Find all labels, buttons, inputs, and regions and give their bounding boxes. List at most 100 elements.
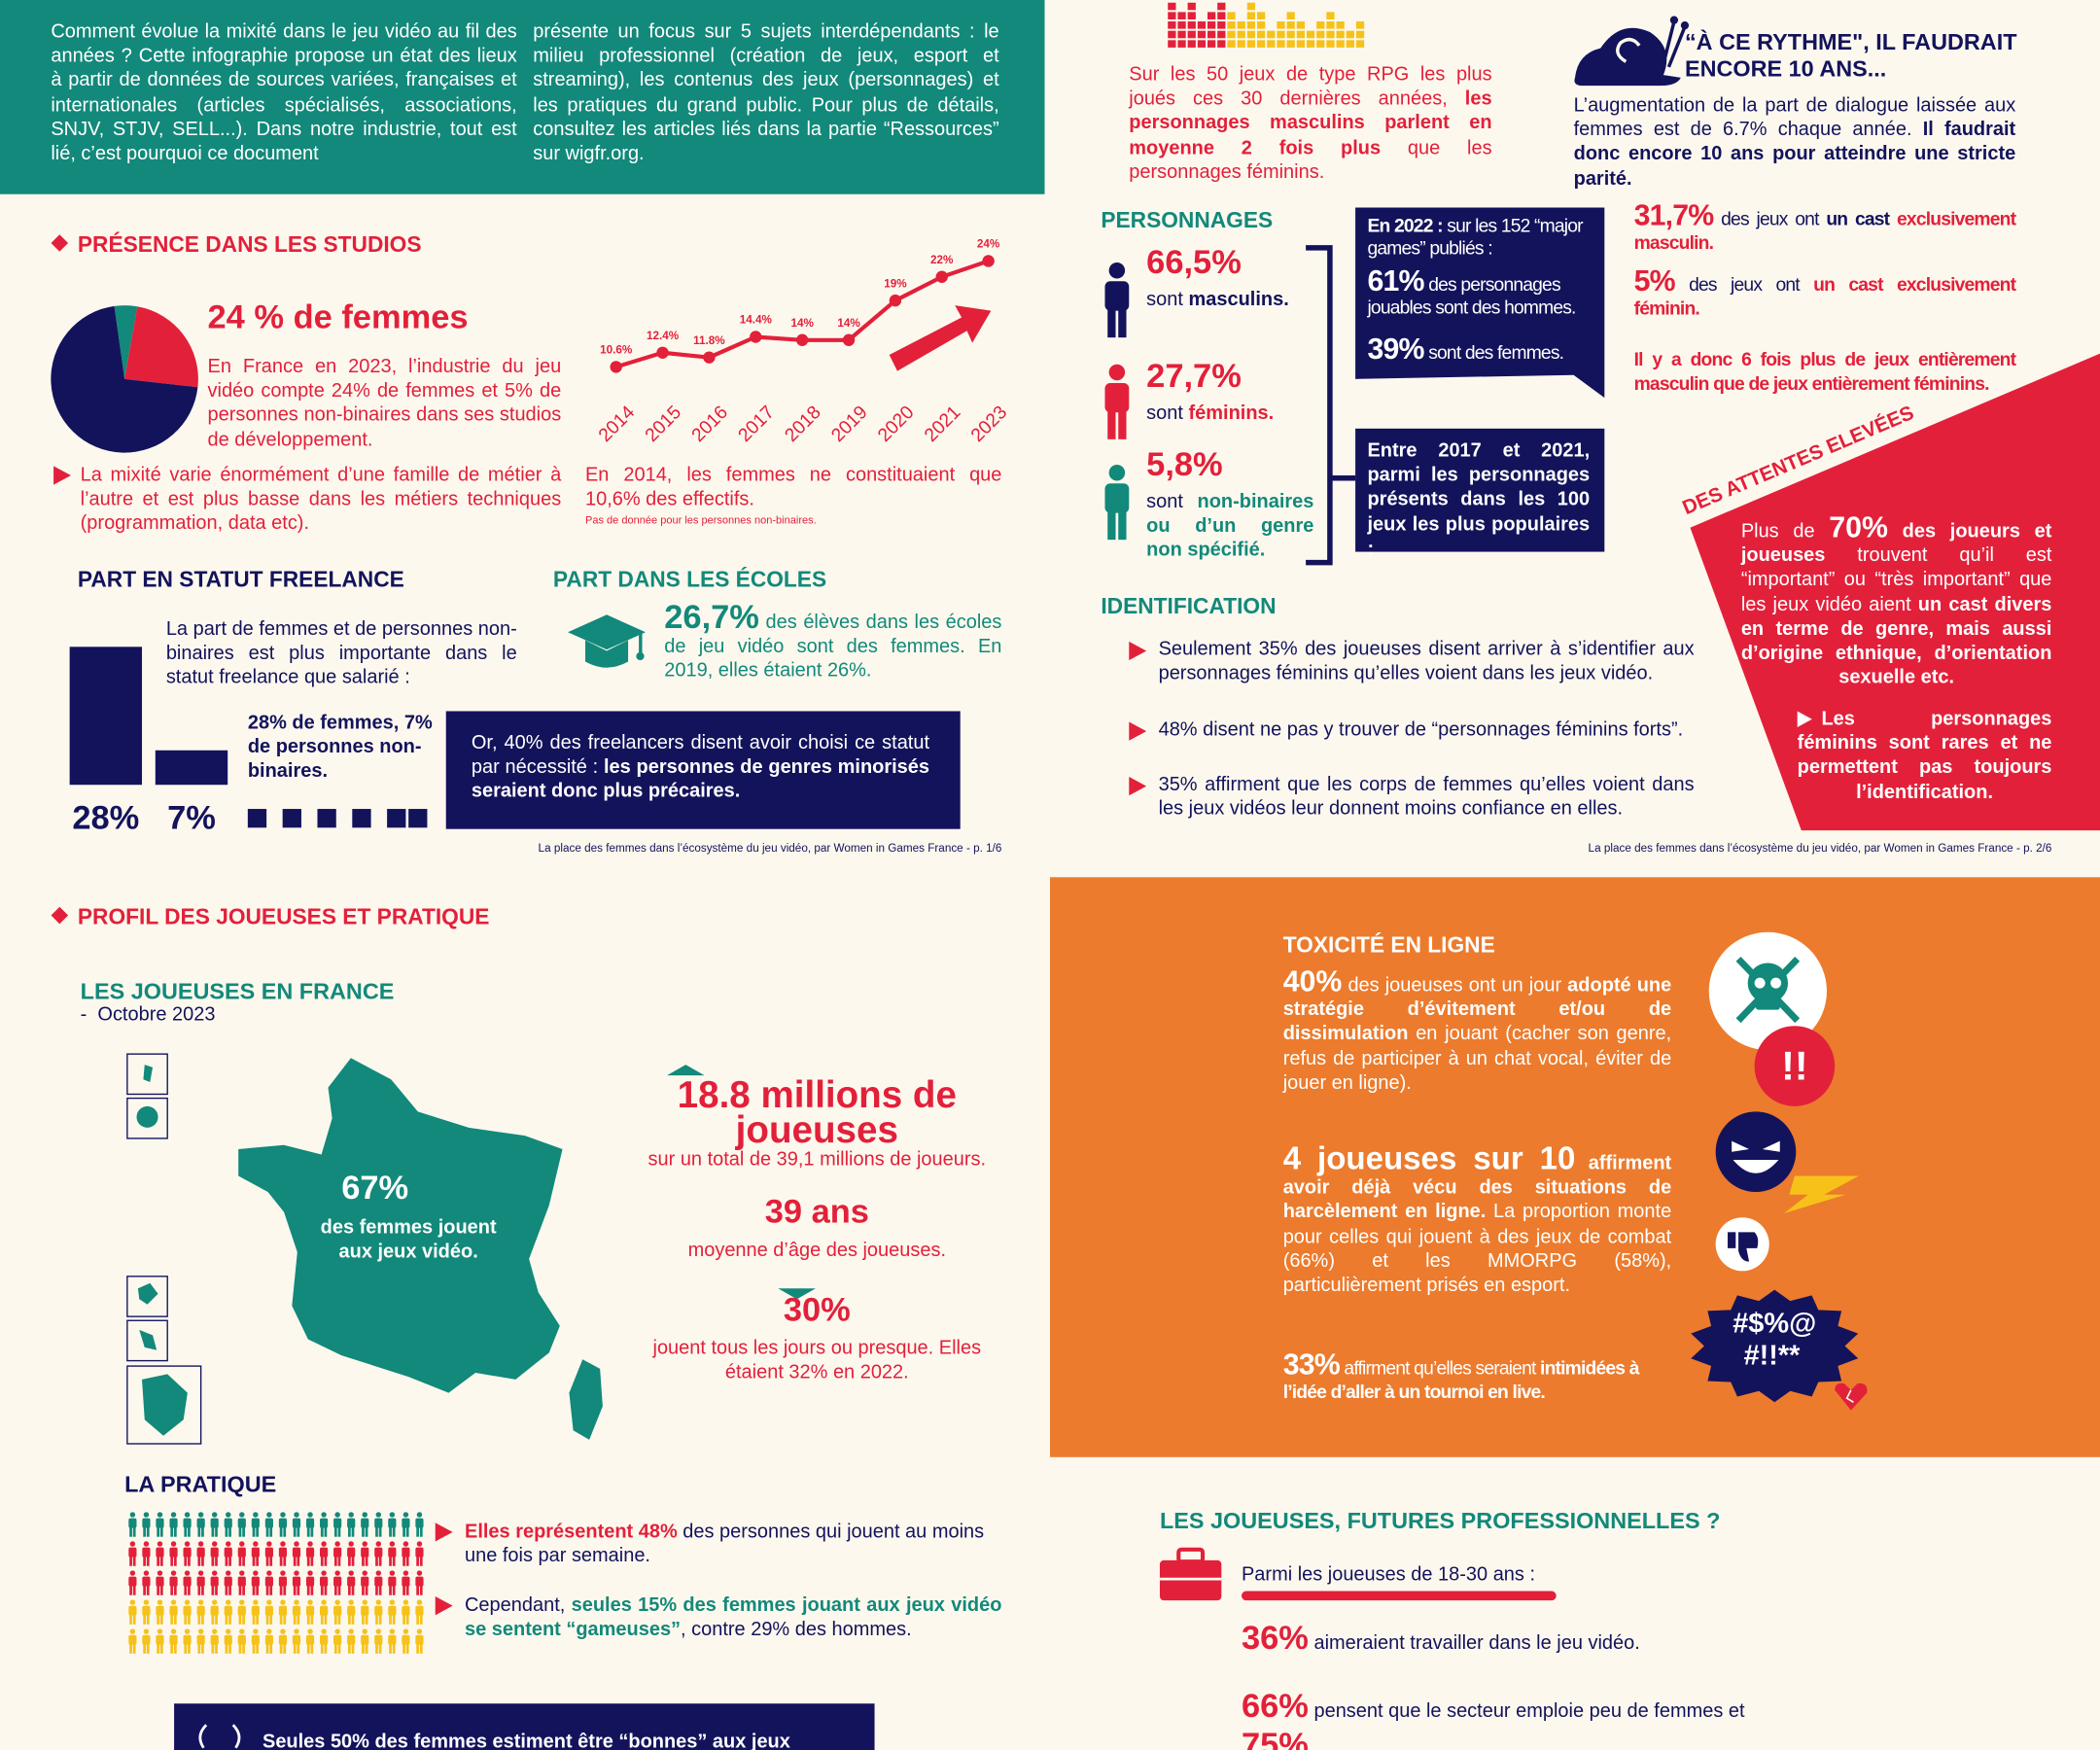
person-leg	[337, 1614, 341, 1625]
bullet-text: Elles représentent 48% des personnes qui…	[465, 1521, 1001, 1569]
person-head	[321, 1628, 327, 1634]
popular-games-box	[1355, 428, 1605, 552]
person-head	[321, 1541, 327, 1547]
person-head	[129, 1570, 136, 1576]
person-head	[253, 1628, 259, 1634]
person-leg	[416, 1556, 419, 1566]
text-run: trouvent qu’il est “important” ou “très …	[1740, 544, 2052, 616]
value-label: 12.4%	[647, 330, 680, 342]
point	[656, 346, 669, 359]
alert-text: !!	[1781, 1043, 1808, 1088]
person-body	[402, 1634, 410, 1645]
eq-block	[1277, 30, 1285, 39]
eq-block	[1177, 12, 1186, 19]
box-text: Entre 2017 et 2021, parmi les personnage…	[1367, 440, 1591, 560]
person-leg	[197, 1643, 201, 1654]
text-run: les personnes de genres minorisés seraie…	[471, 756, 929, 803]
person-leg	[320, 1585, 324, 1595]
person-leg	[215, 1585, 218, 1595]
person-leg	[173, 1526, 177, 1537]
briefcase	[1159, 1547, 1222, 1601]
value-label: 14%	[837, 317, 860, 330]
person-leg	[337, 1526, 341, 1537]
date: - Octobre 2023	[80, 1004, 216, 1027]
person-body	[347, 1518, 356, 1528]
eq-block	[1177, 40, 1186, 48]
skull	[1735, 956, 1801, 1024]
person-leg	[1107, 307, 1116, 338]
intro: Parmi les joueuses de 18-30 ans :	[1241, 1563, 1536, 1587]
person-leg	[256, 1585, 260, 1595]
person-leg	[211, 1585, 215, 1595]
shape	[1747, 962, 1789, 1003]
person-head	[348, 1570, 354, 1576]
person-body	[333, 1634, 342, 1645]
person-head	[197, 1570, 204, 1576]
value-label: 10.6%	[600, 344, 633, 357]
person-body	[237, 1605, 246, 1616]
text-run: pensent que le secteur emploie peu de fe…	[1313, 1700, 1745, 1723]
intro-col: Comment évolue la mixité dans le jeu vid…	[51, 21, 517, 165]
person-head	[280, 1628, 286, 1634]
eq-block	[1267, 30, 1276, 39]
person-leg	[351, 1643, 355, 1654]
person-leg	[132, 1556, 136, 1566]
person-leg	[225, 1585, 228, 1595]
person-body	[292, 1518, 301, 1528]
person-body	[320, 1547, 329, 1558]
person-leg	[310, 1585, 314, 1595]
alert-badge	[1754, 1026, 1836, 1106]
person-leg	[188, 1614, 191, 1625]
person-body	[361, 1605, 369, 1616]
laurel	[198, 1724, 241, 1749]
person-head	[375, 1570, 382, 1576]
eq-block	[1355, 30, 1365, 39]
person-head	[129, 1599, 136, 1605]
text-run: 26,7%	[664, 598, 759, 637]
person-head	[266, 1512, 272, 1518]
france-map	[238, 1058, 603, 1440]
person-leg	[306, 1643, 310, 1654]
graduation-cap	[568, 614, 646, 668]
shape	[126, 1276, 168, 1317]
eq-block	[1246, 2, 1256, 11]
footer: La place des femmes dans l’écosystème du…	[1588, 841, 2052, 855]
person-leg	[238, 1585, 242, 1595]
eq-block	[1197, 30, 1207, 39]
person-leg	[365, 1556, 368, 1566]
person-leg	[283, 1585, 287, 1595]
shape	[1662, 20, 1687, 68]
person-leg	[362, 1585, 365, 1595]
x-tick-label: 2015	[642, 402, 685, 446]
person-head	[402, 1512, 409, 1518]
heading: PART EN STATUT FREELANCE	[77, 568, 404, 592]
person-head	[157, 1541, 163, 1547]
person-leg	[188, 1556, 191, 1566]
paragraph: En France en 2023, l’industrie du jeu vi…	[207, 356, 562, 451]
person-head	[348, 1628, 354, 1634]
person-leg	[201, 1526, 204, 1537]
person-leg	[201, 1614, 204, 1625]
shape	[1770, 977, 1782, 989]
x-tick-label: 2018	[782, 402, 825, 446]
person-leg	[252, 1556, 256, 1566]
person-head	[348, 1541, 354, 1547]
lightning	[1783, 1175, 1860, 1214]
person-leg	[143, 1526, 146, 1537]
person-leg	[197, 1526, 201, 1537]
text-run: sont	[1146, 402, 1183, 425]
person-head	[362, 1512, 368, 1518]
person-leg	[215, 1556, 218, 1566]
person-head	[266, 1541, 272, 1547]
person-leg	[129, 1585, 132, 1595]
shape	[282, 809, 301, 828]
person-leg	[170, 1526, 174, 1537]
person-leg	[256, 1614, 260, 1625]
person-leg	[306, 1556, 310, 1566]
person-leg	[238, 1526, 242, 1537]
person-leg	[252, 1585, 256, 1595]
person-body	[128, 1518, 137, 1528]
person-body	[156, 1576, 164, 1587]
person-leg	[324, 1585, 328, 1595]
swear-text: #!!**	[1744, 1341, 1802, 1372]
